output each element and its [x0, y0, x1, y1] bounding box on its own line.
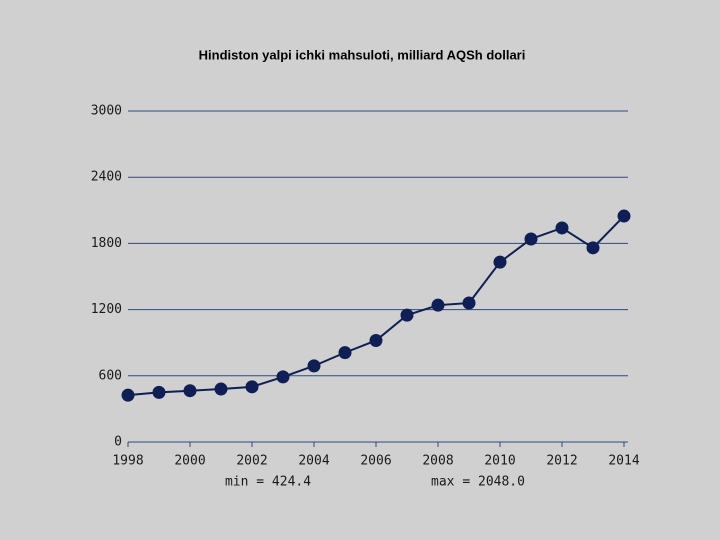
- data-point: [617, 209, 631, 223]
- x-tick-label: 1998: [112, 454, 143, 469]
- data-point: [555, 221, 569, 235]
- x-tick-label: 2012: [546, 454, 577, 469]
- y-tick-label: 2400: [91, 170, 122, 185]
- x-tick-label: 2004: [298, 454, 329, 469]
- data-point: [400, 308, 414, 322]
- x-tick-label: 2000: [174, 454, 205, 469]
- chart-title: Hindiston yalpi ichki mahsuloti, milliar…: [199, 47, 526, 62]
- x-tick-label: 2010: [484, 454, 515, 469]
- data-point: [276, 370, 290, 384]
- data-point: [152, 385, 166, 399]
- annotation: max = 2048.0: [431, 475, 525, 490]
- data-point: [369, 333, 383, 347]
- data-point: [183, 384, 197, 398]
- data-point: [307, 359, 321, 373]
- data-point: [338, 346, 352, 360]
- y-tick-label: 1200: [91, 302, 122, 317]
- data-point: [493, 255, 507, 269]
- annotation: min = 424.4: [225, 475, 311, 490]
- x-tick-label: 2002: [236, 454, 267, 469]
- x-tick-label: 2014: [608, 454, 639, 469]
- data-point: [462, 296, 476, 310]
- data-point: [245, 380, 259, 394]
- data-point: [214, 382, 228, 396]
- x-tick-label: 2006: [360, 454, 391, 469]
- y-tick-label: 3000: [91, 104, 122, 119]
- data-point: [121, 388, 135, 402]
- y-tick-label: 0: [114, 435, 122, 450]
- data-point: [586, 241, 600, 255]
- y-tick-label: 600: [99, 368, 122, 383]
- data-point: [431, 298, 445, 312]
- data-point: [524, 232, 538, 246]
- x-tick-label: 2008: [422, 454, 453, 469]
- y-tick-label: 1800: [91, 236, 122, 251]
